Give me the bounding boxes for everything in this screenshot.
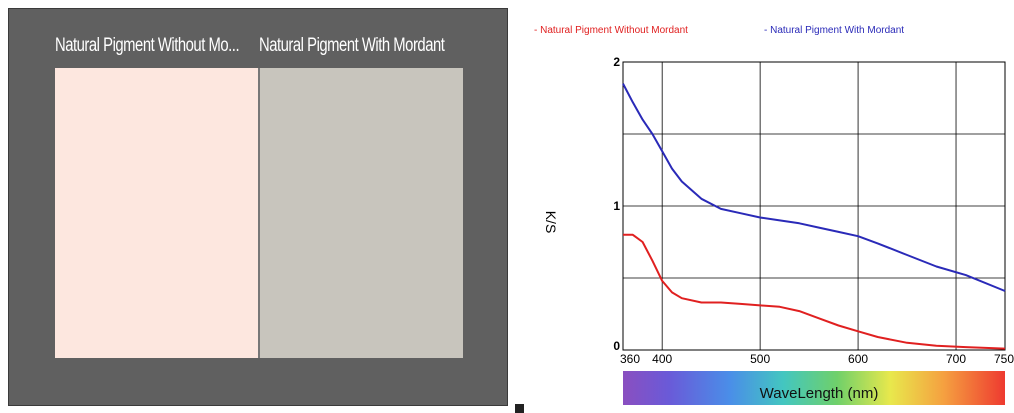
series-line-1 — [623, 233, 1006, 350]
x-axis-label: WaveLength (nm) — [760, 385, 879, 402]
swatch-with-mordant — [260, 68, 463, 358]
x-tick-label-750: 750 — [994, 352, 1014, 366]
y-tick-label-1: 1 — [613, 199, 620, 213]
spectrum-bar — [623, 371, 1005, 405]
corner-marker — [515, 404, 524, 413]
legend-entry-2: - Natural Pigment With Mordant — [764, 25, 904, 36]
x-tick-label-500: 500 — [750, 352, 770, 366]
y-tick-label-2: 2 — [613, 55, 620, 69]
color-swatch-panel: Natural Pigment Without Mo... Natural Pi… — [8, 8, 508, 406]
y-tick-label-0: 0 — [613, 339, 620, 353]
x-tick-label-360: 360 — [620, 352, 640, 366]
series-line-2 — [622, 83, 1006, 292]
plot-area: 0 1 2 360 400 500 600 700 750 K/S WaveLength (nm) — [543, 55, 1014, 405]
chart-legend: - Natural Pigment Without Mordant - Natur… — [534, 25, 904, 36]
y-axis-label: K/S — [543, 211, 559, 234]
swatch-divider — [258, 68, 260, 358]
legend-entry-1: - Natural Pigment Without Mordant — [534, 25, 688, 36]
x-tick-label-700: 700 — [946, 352, 966, 366]
swatch-without-mordant — [55, 68, 258, 358]
x-tick-label-400: 400 — [652, 352, 672, 366]
swatch-label-without-mordant: Natural Pigment Without Mo... — [55, 35, 240, 56]
swatch-label-with-mordant: Natural Pigment With Mordant — [259, 35, 445, 56]
ks-wavelength-chart: - Natural Pigment Without Mordant - Natur… — [534, 25, 1014, 405]
x-tick-label-600: 600 — [848, 352, 868, 366]
